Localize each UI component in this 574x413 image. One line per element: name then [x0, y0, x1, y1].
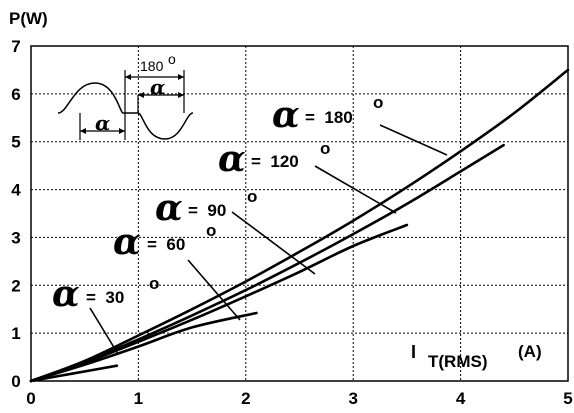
inset-alpha-upper: α: [150, 75, 165, 99]
annotation-120: α = 120 o: [218, 138, 330, 180]
curve-alpha-120: [29, 143, 505, 383]
inset-degree-sign: o: [168, 51, 176, 67]
y-tick-label: 6: [11, 85, 20, 104]
annotation-90: α = 90 o: [155, 187, 257, 229]
annotation-label-30: = 30: [86, 288, 124, 307]
y-tick-label: 2: [11, 276, 20, 295]
annotation-180: α = 180 o: [272, 93, 383, 136]
x-tick-label: 1: [134, 389, 143, 408]
degree-sign-180: o: [373, 93, 383, 112]
annotation-label-120: = 120: [251, 152, 299, 171]
x-axis-title-sub: T(RMS): [428, 352, 487, 371]
x-tick-label: 4: [456, 389, 466, 408]
leader-line-120: [314, 165, 397, 214]
y-tick-label: 7: [11, 37, 20, 56]
y-tick-label: 0: [11, 372, 20, 391]
curve-alpha-60: [29, 311, 258, 383]
curves: [29, 68, 570, 383]
inset-180-label: 180: [140, 58, 164, 74]
inset-alpha-lower: α: [95, 111, 110, 135]
plot-frame: [30, 45, 569, 382]
annotation-label-60: = 60: [147, 235, 185, 254]
annotation-30: α = 30 o: [52, 273, 159, 315]
annotation-label-180: = 180: [305, 108, 353, 127]
grid: [31, 46, 568, 381]
annotation-leaders: [89, 124, 448, 355]
alpha-symbol-90: α: [155, 187, 183, 229]
y-tick-label: 3: [11, 228, 20, 247]
x-tick-label: 5: [563, 389, 572, 408]
conduction-angle-inset: 180 o α α: [57, 51, 194, 140]
x-tick-label: 0: [26, 389, 35, 408]
x-tick-label: 2: [241, 389, 250, 408]
y-axis-title: P(W): [9, 9, 48, 28]
tick-labels: 0 1 2 3 4 5 0 1 2 3 4 5 6 7: [11, 37, 572, 408]
sine-waveform: [57, 82, 194, 140]
curve-alpha-180: [29, 68, 570, 383]
degree-sign-90: o: [247, 187, 257, 206]
curve-alpha-90: [29, 223, 409, 383]
degree-sign-120: o: [320, 139, 330, 158]
axes: [30, 45, 569, 382]
alpha-symbol-180: α: [272, 94, 300, 136]
180-arrowheads: [125, 74, 184, 80]
y-tick-label: 5: [11, 133, 20, 152]
degree-sign-60: o: [206, 221, 216, 240]
y-tick-label: 1: [11, 324, 20, 343]
annotation-60: α = 60 o: [113, 221, 216, 263]
degree-sign-30: o: [149, 274, 159, 293]
x-axis-title-main: I: [411, 342, 416, 362]
alpha-symbol-30: α: [52, 273, 80, 315]
annotation-label-90: = 90: [188, 201, 226, 220]
y-tick-label: 4: [11, 181, 21, 200]
leader-line-30: [89, 307, 119, 355]
curve-alpha-30: [29, 364, 119, 383]
leader-line-90: [231, 211, 316, 275]
leader-line-60: [187, 259, 241, 321]
leader-line-180: [379, 124, 448, 156]
x-tick-label: 3: [348, 389, 357, 408]
alpha-symbol-60: α: [113, 221, 141, 263]
x-axis-title-unit: (A): [518, 342, 542, 361]
alpha-symbol-120: α: [218, 138, 246, 180]
